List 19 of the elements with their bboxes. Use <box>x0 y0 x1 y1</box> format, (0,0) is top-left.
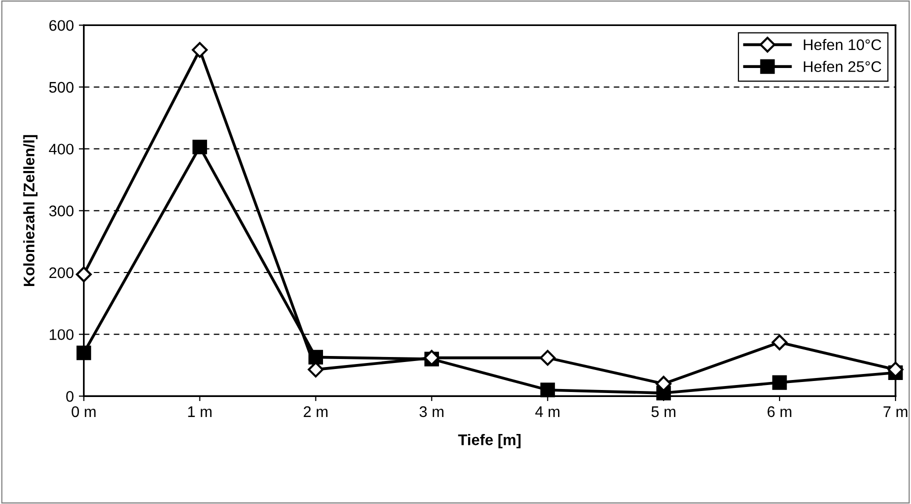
x-tick-label: 0 m <box>72 406 96 418</box>
y-axis-title: Koloniezahl [Zellen/l] <box>23 135 38 286</box>
legend-label: Hefen 25°C <box>804 60 882 72</box>
x-axis-title: Tiefe [m] <box>458 434 521 448</box>
y-tick-label: 400 <box>48 144 74 155</box>
legend-label: Hefen 10°C <box>804 38 882 50</box>
x-tick-label: 1 m <box>188 406 212 417</box>
y-tick-label: 500 <box>49 82 74 93</box>
x-tick-label: 7 m <box>884 406 908 417</box>
x-tick-label: 3 m <box>420 406 444 418</box>
x-tick-label: 5 m <box>651 406 676 418</box>
y-tick-label: 600 <box>49 20 74 31</box>
y-tick-label: 100 <box>50 329 74 340</box>
y-tick-label: 200 <box>49 267 74 278</box>
x-tick-label: 6 m <box>768 406 792 418</box>
y-tick-label: 0 <box>66 391 74 402</box>
y-tick-label: 300 <box>49 206 74 216</box>
x-tick-label: 2 m <box>304 406 328 417</box>
x-tick-label: 4 m <box>535 406 560 417</box>
